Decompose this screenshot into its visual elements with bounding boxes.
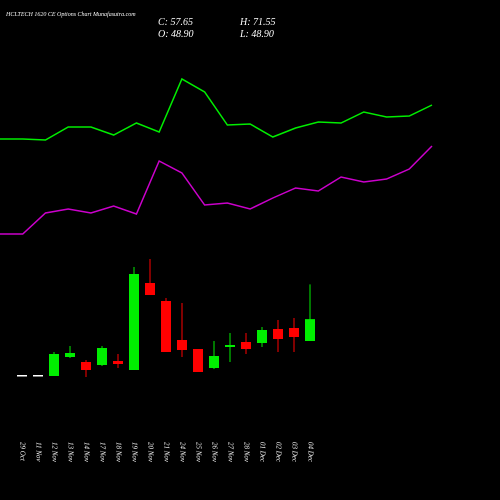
x-tick-label: 26 Nov xyxy=(210,442,218,463)
x-tick-label: 12 Nov xyxy=(50,442,58,463)
x-tick-label: 17 Nov xyxy=(98,442,106,463)
x-tick-label: 21 Nov xyxy=(162,442,170,463)
indicator-line xyxy=(0,77,433,141)
x-tick-label: 13 Nov xyxy=(66,442,74,463)
close-label: C: 57.65 xyxy=(158,17,193,28)
candle-body xyxy=(65,353,75,357)
candle-body xyxy=(241,342,251,349)
candle-body xyxy=(33,375,43,377)
x-tick-label: 28 Nov xyxy=(242,442,250,463)
candle-body xyxy=(81,362,91,370)
candle-body xyxy=(193,349,203,372)
candle-body xyxy=(49,354,59,376)
low-label: L: 48.90 xyxy=(239,29,274,40)
x-tick-label: 27 Nov xyxy=(226,442,234,463)
candle-body xyxy=(177,340,187,350)
candle-body xyxy=(17,375,27,377)
x-tick-label: 25 Nov xyxy=(194,442,202,463)
x-tick-label: 02 Dec xyxy=(274,442,282,463)
x-tick-label: 24 Nov xyxy=(178,442,186,463)
candle-body xyxy=(145,283,155,295)
x-tick-label: 03 Dec xyxy=(290,442,298,463)
x-tick-label: 01 Dec xyxy=(258,442,266,463)
candle-body xyxy=(161,301,171,352)
candle-body xyxy=(305,319,315,341)
indicator-line xyxy=(0,145,433,235)
candle-body xyxy=(257,330,267,343)
candle-body xyxy=(209,356,219,368)
candle-body xyxy=(273,329,283,339)
high-label: H: 71.55 xyxy=(239,17,276,28)
candle-body xyxy=(113,361,123,364)
x-tick-label: 18 Nov xyxy=(114,442,122,463)
x-tick-label: 29 Oct xyxy=(18,442,26,462)
candle-body xyxy=(129,274,139,370)
x-tick-label: 11 Nov xyxy=(34,442,42,462)
candle-body xyxy=(225,345,235,347)
chart-title: HCLTECH 1620 CE Options Chart Munafasutr… xyxy=(5,11,136,18)
x-tick-label: 19 Nov xyxy=(130,442,138,463)
candle-body xyxy=(97,348,107,365)
x-tick-label: 04 Dec xyxy=(306,442,314,463)
candle-body xyxy=(289,328,299,337)
x-tick-label: 14 Nov xyxy=(82,442,90,463)
open-label: O: 48.90 xyxy=(158,29,194,40)
x-tick-label: 20 Nov xyxy=(146,442,154,463)
